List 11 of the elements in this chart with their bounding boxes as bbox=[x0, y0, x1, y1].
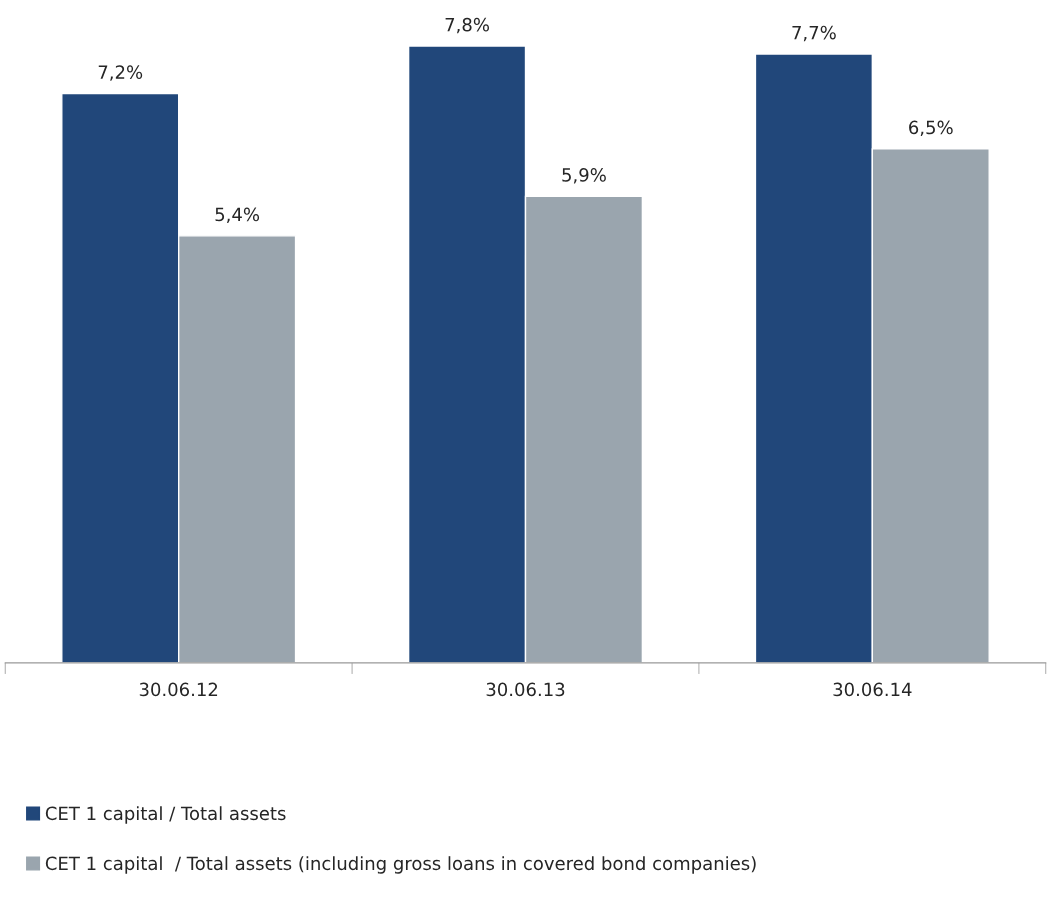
data-label: 7,2% bbox=[98, 65, 143, 81]
data-label: 7,8% bbox=[445, 17, 489, 34]
data-label: 6,5% bbox=[909, 120, 953, 137]
data-label: 5,4% bbox=[215, 207, 260, 224]
legend-label: CET 1 capital / Total assets (including gross loans in covered bond companies) bbox=[45, 856, 756, 874]
legend-label: CET 1 capital / Total assets bbox=[45, 806, 286, 824]
data-label: 7,7% bbox=[792, 25, 836, 42]
x-tick-label: 30.06.14 bbox=[833, 682, 912, 697]
x-tick-label: 30.06.12 bbox=[139, 682, 218, 697]
data-label: 5,9% bbox=[562, 168, 606, 184]
x-tick-label: 30.06.13 bbox=[486, 682, 565, 697]
